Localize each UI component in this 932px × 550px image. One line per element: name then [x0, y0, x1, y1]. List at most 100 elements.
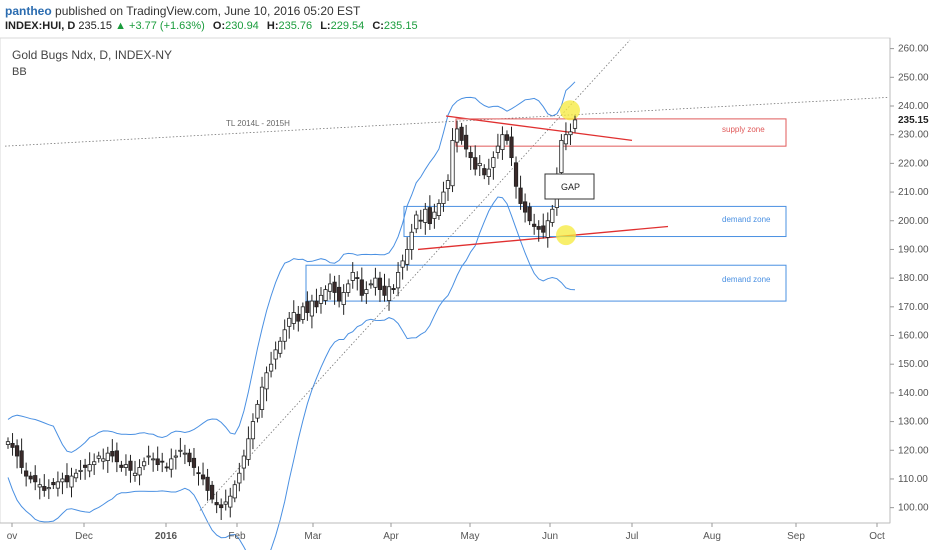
supply-zone-label: supply zone — [722, 125, 765, 134]
candle — [327, 283, 333, 292]
y-tick-label: 160.00 — [898, 331, 929, 342]
high-label: H: — [266, 20, 279, 32]
published-text: published on TradingView.com, June 10, 2… — [55, 4, 361, 18]
candle — [46, 487, 51, 490]
candle — [323, 289, 328, 301]
x-tick-label: Jul — [626, 531, 639, 542]
candle — [545, 220, 550, 238]
candle — [450, 140, 455, 187]
candle — [237, 472, 242, 484]
candle — [110, 451, 115, 457]
y-tick-label: 100.00 — [898, 503, 929, 514]
demand-zone-label-2: demand zone — [722, 275, 771, 284]
chart-title: Gold Bugs Ndx, D, INDEX-NY — [12, 48, 172, 62]
candle — [400, 260, 405, 268]
candle — [19, 450, 24, 468]
candle — [51, 482, 56, 486]
candle — [123, 464, 129, 468]
candle — [92, 461, 97, 466]
candle — [563, 134, 569, 145]
candle — [550, 208, 555, 223]
last-price: 235.15 — [78, 20, 112, 32]
candle — [559, 140, 564, 173]
candle — [282, 329, 287, 342]
candle — [268, 363, 274, 372]
candle — [42, 486, 47, 491]
candle — [151, 458, 156, 461]
candle — [518, 187, 523, 204]
candle — [346, 283, 351, 293]
candle — [414, 214, 419, 230]
x-tick-label: Mar — [304, 531, 322, 542]
candle — [210, 484, 215, 500]
candle — [28, 475, 33, 480]
candle — [405, 249, 410, 265]
candle — [128, 460, 133, 471]
candle — [73, 472, 79, 479]
chart-header: pantheo published on TradingView.com, Ju… — [0, 0, 932, 38]
candle — [377, 277, 383, 291]
close-label: C: — [372, 20, 384, 32]
open-value: 230.94 — [225, 20, 259, 32]
candle — [386, 286, 392, 301]
trendline-label: TL 2014L - 2015H — [226, 119, 290, 128]
candle — [187, 452, 192, 463]
candle — [486, 168, 491, 177]
ohlc-bar: INDEX:HUI, D 235.15 ▲ +3.77 (+1.63%) O:2… — [5, 20, 418, 32]
candle — [164, 466, 169, 469]
demand-zone-box-1 — [403, 205, 787, 238]
candle — [241, 455, 246, 469]
last-price-bg — [892, 113, 930, 126]
candle — [427, 207, 432, 225]
candle — [259, 386, 265, 410]
symbol-label: INDEX:HUI, D — [5, 20, 76, 32]
candle — [473, 157, 478, 170]
candle — [296, 313, 301, 322]
x-tick-label: ov — [7, 531, 18, 542]
candle — [359, 279, 364, 296]
candle — [491, 157, 496, 168]
candle — [55, 481, 60, 489]
candle — [223, 501, 228, 505]
highlight-top — [560, 100, 580, 121]
low-value: 229.54 — [330, 20, 365, 32]
demand-zone-label-1: demand zone — [722, 215, 771, 224]
candle — [78, 469, 83, 472]
change-arrow-icon: ▲ — [115, 20, 126, 32]
candle — [146, 455, 151, 458]
candle — [441, 191, 446, 204]
x-tick-label: Feb — [228, 531, 246, 542]
x-tick-label: Jun — [542, 531, 558, 542]
author-link[interactable]: pantheo — [5, 4, 52, 18]
candle — [572, 119, 578, 129]
candle — [436, 203, 442, 216]
candle — [459, 126, 464, 141]
candle — [191, 457, 197, 468]
demand-zone-box-2 — [305, 264, 787, 302]
candle — [341, 292, 346, 305]
candle — [300, 306, 305, 320]
candle — [196, 472, 201, 475]
y-tick-label: 200.00 — [898, 216, 929, 227]
candle — [105, 452, 110, 462]
candle — [101, 458, 106, 462]
candle — [228, 495, 233, 508]
candle — [332, 281, 337, 293]
candle — [500, 134, 505, 150]
candle — [278, 340, 283, 354]
high-value: 235.76 — [278, 20, 313, 32]
y-tick-label: 140.00 — [898, 388, 929, 399]
y-tick-label: 170.00 — [898, 302, 929, 313]
candle — [337, 286, 342, 302]
candle — [532, 223, 537, 227]
candle — [495, 145, 500, 153]
candle — [350, 271, 355, 281]
candle — [246, 438, 251, 460]
y-tick-label: 110.00 — [898, 474, 928, 485]
candle — [87, 464, 92, 472]
candle — [219, 504, 224, 509]
candle — [60, 478, 65, 483]
candle — [309, 300, 315, 317]
y-tick-label: 230.00 — [898, 130, 929, 141]
